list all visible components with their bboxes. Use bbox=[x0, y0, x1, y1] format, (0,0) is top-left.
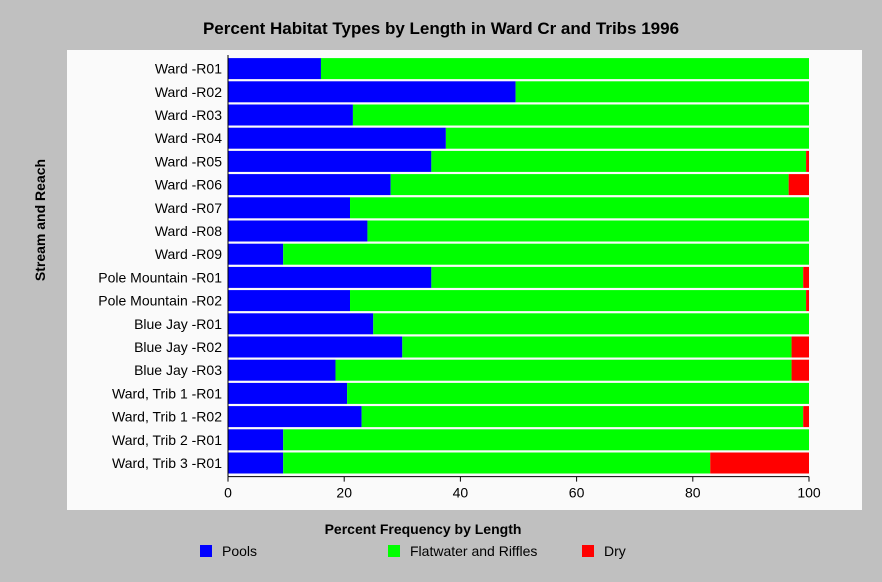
x-tick-label: 60 bbox=[569, 485, 585, 501]
bar-pools-6 bbox=[228, 197, 351, 219]
bar-pools-5 bbox=[228, 174, 391, 196]
bar-dry-15 bbox=[803, 406, 809, 428]
bar-flatwater-and-riffles-7 bbox=[367, 220, 809, 242]
bar-flatwater-and-riffles-8 bbox=[283, 243, 809, 265]
bar-pools-4 bbox=[228, 150, 432, 172]
bar-dry-5 bbox=[788, 174, 809, 196]
bar-flatwater-and-riffles-5 bbox=[390, 174, 789, 196]
legend-item-pools: Pools bbox=[200, 543, 257, 559]
bar-pools-15 bbox=[228, 406, 362, 428]
y-tick-label: Ward -R09 bbox=[155, 246, 222, 262]
y-tick-label: Ward, Trib 1 -R02 bbox=[112, 409, 222, 425]
bar-pools-7 bbox=[228, 220, 368, 242]
bar-flatwater-and-riffles-10 bbox=[350, 290, 807, 312]
bar-flatwater-and-riffles-17 bbox=[283, 452, 711, 474]
x-tick-label: 100 bbox=[797, 485, 821, 501]
y-tick-label: Pole Mountain -R01 bbox=[98, 269, 222, 285]
legend-item-dry: Dry bbox=[582, 543, 626, 559]
bar-flatwater-and-riffles-12 bbox=[402, 336, 792, 358]
y-tick-label: Blue Jay -R01 bbox=[134, 316, 222, 332]
bar-pools-16 bbox=[228, 429, 284, 451]
bar-flatwater-and-riffles-9 bbox=[431, 266, 804, 288]
y-tick-label: Ward, Trib 2 -R01 bbox=[112, 432, 222, 448]
legend-swatch-pools bbox=[200, 545, 212, 557]
bar-dry-12 bbox=[791, 336, 809, 358]
legend-swatch-flatwater bbox=[388, 545, 400, 557]
bar-flatwater-and-riffles-4 bbox=[431, 150, 807, 172]
bar-pools-10 bbox=[228, 290, 351, 312]
plot-area: Ward -R01 Ward -R02 Ward -R03 Ward -R04 Ward… bbox=[98, 55, 821, 501]
bar-flatwater-and-riffles-11 bbox=[373, 313, 809, 335]
bar-pools-9 bbox=[228, 266, 432, 288]
chart-title: Percent Habitat Types by Length in Ward … bbox=[202, 19, 680, 38]
y-tick-label: Ward -R01 bbox=[155, 61, 222, 77]
bar-pools-8 bbox=[228, 243, 284, 265]
bar-flatwater-and-riffles-2 bbox=[352, 104, 809, 126]
legend-item-flatwater: Flatwater and Riffles bbox=[388, 543, 537, 559]
bar-flatwater-and-riffles-14 bbox=[347, 382, 809, 404]
x-axis-label: Percent Frequency by Length bbox=[324, 521, 522, 537]
bar-flatwater-and-riffles-3 bbox=[445, 127, 809, 149]
plot-panel: Ward -R01 Ward -R02 Ward -R03 Ward -R04 Ward… bbox=[67, 50, 862, 510]
bar-flatwater-and-riffles-0 bbox=[320, 58, 809, 80]
bar-pools-17 bbox=[228, 452, 284, 474]
legend-label-dry: Dry bbox=[604, 543, 626, 559]
y-tick-label: Ward -R06 bbox=[155, 177, 222, 193]
bar-pools-12 bbox=[228, 336, 403, 358]
x-tick-label: 40 bbox=[453, 485, 469, 501]
y-tick-label: Blue Jay -R02 bbox=[134, 339, 222, 355]
bar-pools-0 bbox=[228, 58, 321, 80]
bar-pools-1 bbox=[228, 81, 516, 103]
bar-pools-14 bbox=[228, 382, 348, 404]
legend-label-pools: Pools bbox=[222, 543, 258, 559]
bar-dry-13 bbox=[791, 359, 809, 381]
bar-flatwater-and-riffles-13 bbox=[335, 359, 792, 381]
bar-pools-2 bbox=[228, 104, 353, 126]
legend-label-flatwater: Flatwater and Riffles bbox=[410, 543, 538, 559]
y-tick-label: Ward -R08 bbox=[155, 223, 222, 239]
x-tick-label: 0 bbox=[224, 485, 232, 501]
bar-dry-10 bbox=[806, 290, 809, 312]
y-tick-label: Ward -R05 bbox=[155, 153, 222, 169]
y-tick-label: Ward -R03 bbox=[155, 107, 222, 123]
bar-pools-3 bbox=[228, 127, 446, 149]
legend-swatch-dry bbox=[582, 545, 594, 557]
bar-pools-11 bbox=[228, 313, 374, 335]
bar-dry-9 bbox=[803, 266, 809, 288]
y-tick-label: Ward -R04 bbox=[155, 130, 222, 146]
y-axis-label: Stream and Reach bbox=[32, 158, 48, 282]
y-tick-label: Ward, Trib 1 -R01 bbox=[112, 385, 222, 401]
bar-flatwater-and-riffles-6 bbox=[350, 197, 809, 219]
bar-dry-17 bbox=[710, 452, 809, 474]
y-tick-label: Pole Mountain -R02 bbox=[98, 293, 222, 309]
bar-pools-13 bbox=[228, 359, 336, 381]
bar-flatwater-and-riffles-1 bbox=[515, 81, 809, 103]
x-tick-label: 20 bbox=[336, 485, 352, 501]
bar-dry-4 bbox=[806, 150, 809, 172]
x-tick-label: 80 bbox=[685, 485, 701, 501]
y-tick-label: Ward, Trib 3 -R01 bbox=[112, 455, 222, 471]
y-tick-label: Ward -R07 bbox=[155, 200, 222, 216]
bar-flatwater-and-riffles-16 bbox=[283, 429, 809, 451]
y-tick-label: Ward -R02 bbox=[155, 84, 222, 100]
bar-flatwater-and-riffles-15 bbox=[361, 406, 804, 428]
y-tick-label: Blue Jay -R03 bbox=[134, 362, 222, 378]
